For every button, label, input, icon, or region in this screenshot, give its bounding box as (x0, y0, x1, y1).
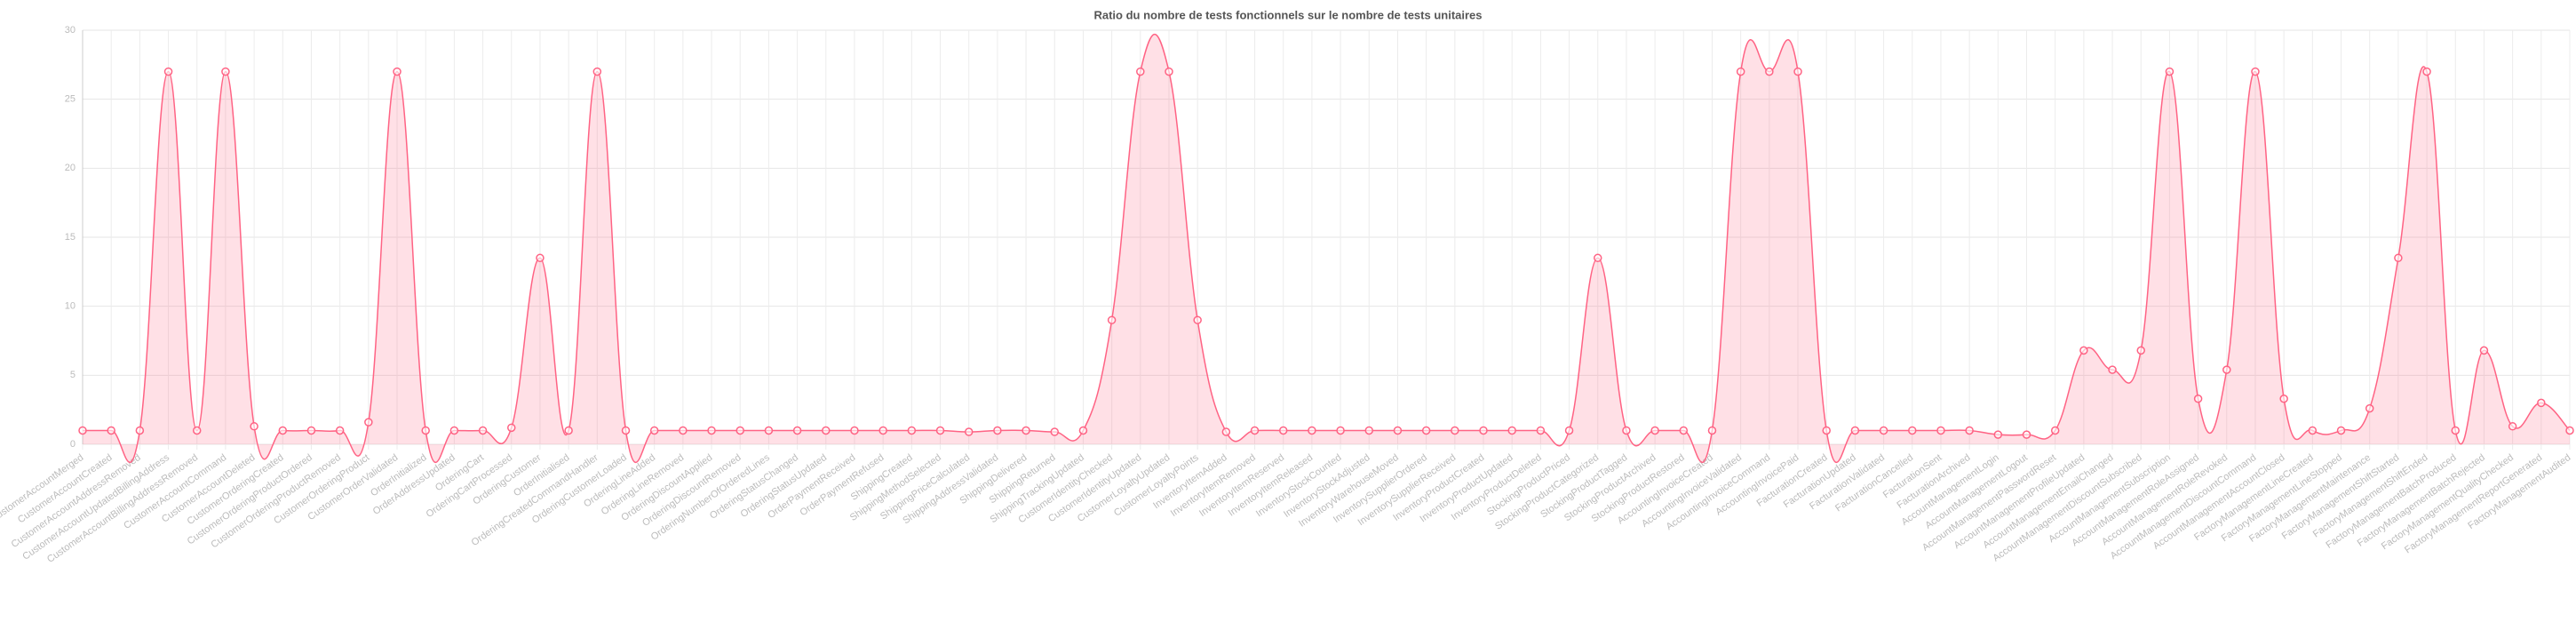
point (592, 67, 602, 76)
y-tick-label: 10 (65, 301, 76, 312)
point (335, 426, 345, 435)
point (2222, 365, 2231, 374)
point (1536, 426, 1546, 435)
point (1107, 315, 1117, 324)
point (449, 426, 459, 435)
point (192, 426, 202, 435)
point (822, 426, 831, 435)
point (1136, 67, 1145, 76)
point (1451, 426, 1459, 435)
point (135, 426, 145, 435)
point (2394, 253, 2403, 263)
point (1793, 67, 1802, 76)
point (2451, 426, 2461, 435)
point (2336, 426, 2346, 435)
point (2136, 346, 2145, 355)
point (2365, 403, 2374, 413)
y-tick-label: 30 (65, 25, 76, 36)
point (1308, 426, 1316, 435)
point (1736, 67, 1745, 76)
point (1022, 426, 1030, 435)
point (2537, 398, 2546, 408)
point (1278, 426, 1288, 435)
point (1078, 426, 1088, 435)
point (1421, 426, 1431, 435)
y-tick-label: 0 (70, 439, 76, 450)
point (879, 426, 887, 435)
point (536, 253, 545, 263)
point (907, 426, 917, 435)
point (2108, 365, 2117, 374)
point (2565, 426, 2574, 435)
point (364, 418, 373, 427)
point (764, 426, 774, 435)
point (2508, 422, 2517, 431)
point (2022, 430, 2031, 439)
point (1965, 426, 1974, 435)
point (1679, 426, 1689, 435)
point (2079, 346, 2088, 355)
point (1822, 426, 1831, 435)
point (507, 423, 516, 433)
point (649, 426, 659, 435)
point (1908, 426, 1917, 435)
point (250, 422, 258, 431)
point (278, 426, 288, 435)
point (78, 426, 87, 435)
point (2308, 426, 2318, 435)
point (1879, 426, 1888, 435)
point (421, 426, 430, 435)
point (1936, 426, 1945, 435)
point (964, 427, 974, 436)
point (1507, 426, 1516, 435)
point (1850, 426, 1860, 435)
point (2251, 67, 2260, 76)
y-tick-label: 15 (65, 232, 76, 243)
point (107, 426, 115, 435)
point (707, 426, 716, 435)
point (1564, 426, 1574, 435)
point (2050, 426, 2060, 435)
point (2279, 394, 2288, 403)
point (163, 67, 173, 76)
point (1479, 426, 1488, 435)
point (1650, 426, 1659, 435)
point (221, 67, 230, 76)
point (1993, 430, 2003, 439)
point (1221, 427, 1231, 436)
y-tick-label: 20 (65, 163, 76, 173)
point (1622, 426, 1631, 435)
point (850, 426, 859, 435)
point (2479, 346, 2489, 355)
y-tick-label: 5 (70, 370, 76, 380)
point (1165, 67, 1173, 76)
point (1050, 427, 1060, 436)
chart-title: Ratio du nombre de tests fonctionnels su… (1093, 8, 1482, 21)
point (1193, 315, 1202, 324)
point (1336, 426, 1345, 435)
point (1250, 426, 1260, 435)
point (393, 67, 402, 76)
point (735, 426, 744, 435)
point (679, 426, 688, 435)
point (478, 426, 488, 435)
point (792, 426, 802, 435)
point (1393, 426, 1403, 435)
point (1364, 426, 1374, 435)
point (1765, 67, 1774, 76)
y-tick-label: 25 (65, 94, 76, 105)
point (2165, 67, 2174, 76)
point (621, 426, 631, 435)
point (935, 426, 945, 435)
point (564, 426, 573, 435)
point (1593, 253, 1602, 263)
point (993, 426, 1002, 435)
point (2193, 394, 2203, 403)
point (2422, 67, 2431, 76)
point (1707, 426, 1717, 435)
point (306, 426, 316, 435)
